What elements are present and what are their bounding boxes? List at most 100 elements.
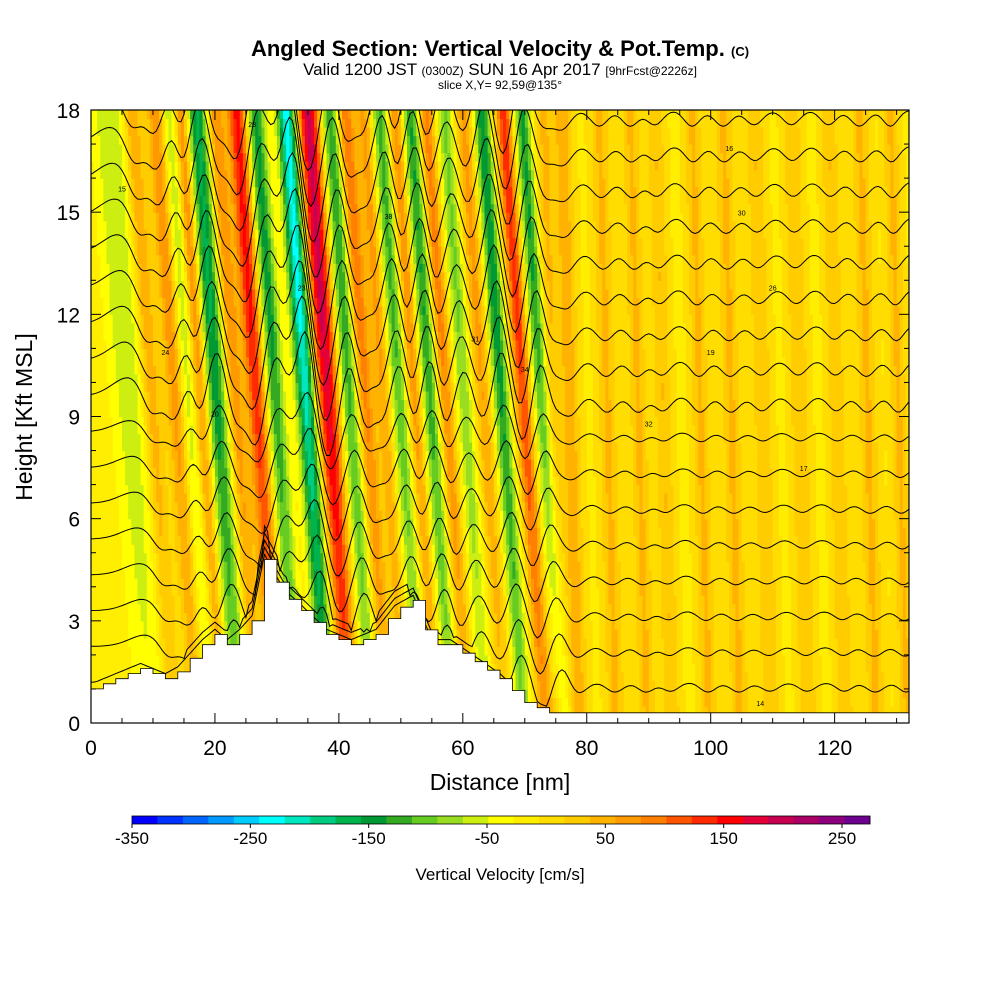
velocity-cell: [224, 459, 228, 469]
velocity-cell: [549, 467, 554, 477]
velocity-cell: [152, 535, 157, 545]
velocity-cell: [183, 595, 194, 605]
velocity-cell: [298, 561, 303, 571]
velocity-cell: [785, 654, 792, 664]
velocity-cell: [453, 620, 458, 630]
velocity-cell: [187, 612, 194, 622]
velocity-cell: [580, 603, 585, 613]
velocity-cell: [335, 561, 343, 571]
velocity-cell: [208, 561, 216, 571]
velocity-cell: [239, 620, 244, 630]
velocity-cell: [884, 705, 901, 716]
velocity-cell: [527, 595, 532, 605]
velocity-cell: [465, 450, 473, 460]
velocity-cell: [379, 476, 383, 486]
velocity-cell: [478, 569, 483, 579]
velocity-cell: [360, 612, 371, 622]
velocity-cell: [425, 476, 430, 486]
velocity-cell: [239, 586, 244, 596]
velocity-cell: [673, 527, 681, 537]
velocity-cell: [893, 493, 901, 503]
velocity-cell: [670, 467, 681, 477]
velocity-cell: [546, 450, 551, 460]
velocity-cell: [552, 646, 557, 656]
velocity-cell: [472, 467, 476, 477]
velocity-cell: [862, 476, 867, 486]
velocity-cell: [791, 595, 799, 605]
velocity-cell: [831, 476, 845, 486]
velocity-cell: [273, 501, 278, 511]
velocity-cell: [391, 450, 396, 460]
velocity-cell: [233, 518, 238, 528]
velocity-cell: [862, 527, 870, 537]
velocity-cell: [366, 484, 371, 494]
velocity-cell: [382, 535, 390, 545]
velocity-cell: [152, 586, 157, 596]
velocity-cell: [605, 612, 613, 622]
velocity-cell: [236, 459, 241, 469]
velocity-cell: [543, 476, 551, 486]
velocity-cell: [819, 646, 830, 656]
velocity-cell: [310, 544, 315, 554]
velocity-cell: [608, 595, 616, 605]
velocity-cell: [558, 561, 563, 571]
velocity-cell: [391, 476, 396, 486]
velocity-cell: [534, 476, 538, 486]
velocity-cell: [781, 620, 792, 630]
velocity-cell: [351, 450, 359, 460]
velocity-cell: [490, 629, 495, 639]
velocity-cell: [125, 586, 139, 596]
velocity-cell: [332, 552, 337, 562]
velocity-cell: [385, 493, 393, 503]
velocity-cell: [661, 544, 675, 554]
velocity-cell: [701, 705, 709, 716]
velocity-cell: [639, 535, 647, 545]
velocity-cell: [534, 493, 538, 503]
velocity-cell: [896, 586, 904, 596]
velocity-cell: [382, 595, 386, 605]
velocity-cell: [208, 433, 213, 443]
velocity-cell: [555, 459, 566, 469]
velocity-cell: [534, 484, 538, 494]
velocity-cell: [431, 450, 436, 460]
velocity-cell: [822, 697, 833, 707]
velocity-cell: [431, 476, 439, 486]
velocity-cell: [608, 527, 616, 537]
velocity-cell: [546, 663, 551, 673]
velocity-cell: [450, 535, 455, 545]
velocity-cell: [862, 544, 870, 554]
velocity-cell: [648, 629, 653, 639]
velocity-cell: [760, 561, 774, 571]
velocity-cell: [159, 620, 163, 630]
velocity-cell: [258, 527, 263, 537]
velocity-cell: [441, 637, 445, 647]
velocity-cell: [704, 620, 709, 630]
velocity-cell: [493, 527, 498, 537]
velocity-cell: [515, 671, 520, 682]
velocity-cell: [456, 493, 461, 503]
velocity-cell: [472, 612, 476, 622]
velocity-cell: [772, 535, 783, 545]
velocity-cell: [199, 467, 204, 477]
velocity-cell: [819, 629, 830, 639]
velocity-cell: [847, 493, 864, 503]
velocity-cell: [633, 493, 641, 503]
velocity-cell: [611, 654, 619, 664]
velocity-cell: [351, 561, 355, 571]
velocity-cell: [800, 680, 814, 690]
velocity-cell: [847, 510, 864, 520]
velocity-cell: [518, 518, 523, 528]
velocity-cell: [676, 671, 684, 682]
velocity-cell: [227, 620, 238, 630]
velocity-cell: [317, 484, 321, 494]
velocity-cell: [806, 459, 817, 469]
velocity-cell: [825, 518, 836, 528]
velocity-cell: [512, 561, 517, 571]
velocity-cell: [608, 501, 613, 511]
velocity-cell: [788, 544, 799, 554]
velocity-cell: [732, 671, 737, 682]
velocity-cell: [211, 433, 216, 443]
velocity-cell: [372, 603, 377, 613]
velocity-cell: [320, 527, 324, 537]
velocity-cell: [788, 510, 795, 520]
